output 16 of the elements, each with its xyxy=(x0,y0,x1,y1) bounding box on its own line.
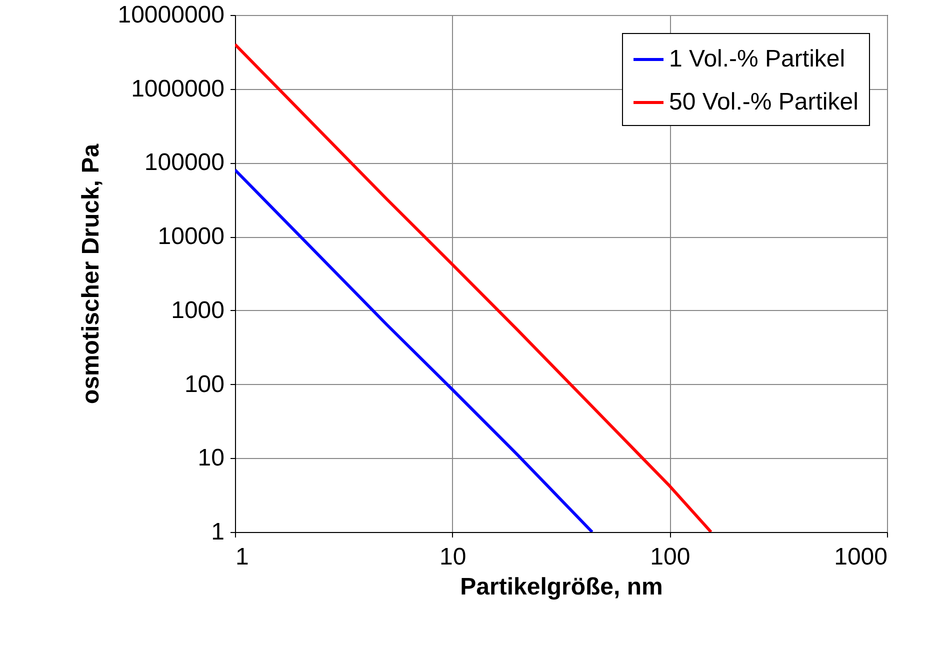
x-tick-label: 100 xyxy=(650,544,690,570)
y-tick-label: 100 xyxy=(184,370,224,398)
y-tick-label: 100000 xyxy=(144,149,224,176)
x-tick-label: 1 xyxy=(236,544,249,570)
y-axis-title: osmotischer Druck, Pa xyxy=(78,143,105,404)
x-axis-title: Partikelgröße, nm xyxy=(460,574,663,600)
y-tick-label: 10000 xyxy=(158,223,224,250)
legend-label: 1 Vol.-% Partikel xyxy=(669,46,846,72)
x-tick-label: 10 xyxy=(439,544,466,570)
y-tick-label: 1000 xyxy=(171,296,224,324)
y-tick-label: 10000000 xyxy=(118,2,224,28)
y-tick-label: 10 xyxy=(198,444,224,472)
y-tick-label: 1000000 xyxy=(131,75,224,102)
y-tick-label: 1 xyxy=(211,518,224,546)
legend-label: 50 Vol.-% Partikel xyxy=(669,88,858,116)
x-tick-label: 1000 xyxy=(834,544,888,570)
